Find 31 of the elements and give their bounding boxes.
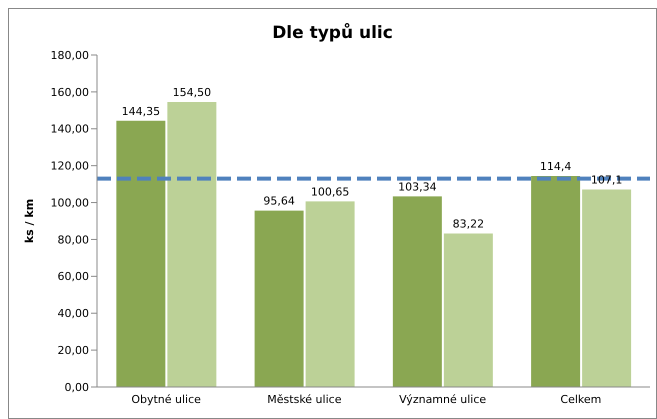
data-label: 103,34 xyxy=(398,180,437,194)
bar xyxy=(167,102,216,387)
chart-title: Dle typů ulic xyxy=(271,23,394,45)
bar xyxy=(582,189,632,387)
data-label: 154,50 xyxy=(172,86,212,100)
data-label: 144,35 xyxy=(122,104,160,118)
y-tick-label: 40,00 xyxy=(58,307,89,320)
y-tick-label: 100,00 xyxy=(50,196,89,210)
data-label: 95,64 xyxy=(263,194,295,208)
y-tick-label: 160,00 xyxy=(50,86,89,99)
data-label: 83,22 xyxy=(452,218,484,231)
bar xyxy=(444,234,493,387)
data-label: 100,65 xyxy=(310,185,350,198)
bar xyxy=(306,201,355,387)
data-label: 114,4 xyxy=(540,160,572,173)
y-tick-label: 80,00 xyxy=(58,233,89,246)
x-tick-label: Obytné ulice xyxy=(131,392,202,406)
bar xyxy=(116,120,166,387)
y-tick-label: 180,00 xyxy=(50,48,89,62)
y-tick-label: 20,00 xyxy=(58,344,89,358)
bar xyxy=(254,210,304,387)
x-tick-label: Městské ulice xyxy=(267,392,342,406)
bar xyxy=(531,176,580,387)
y-tick-label: 0,00 xyxy=(64,380,89,394)
bar xyxy=(392,196,442,387)
y-tick-label: 120,00 xyxy=(50,160,89,173)
y-axis-title: ks / km xyxy=(22,198,36,244)
x-tick-label: Významné ulice xyxy=(399,392,486,406)
x-tick-label: Celkem xyxy=(560,392,602,406)
y-tick-label: 140,00 xyxy=(50,122,89,136)
y-tick-label: 60,00 xyxy=(58,270,89,284)
